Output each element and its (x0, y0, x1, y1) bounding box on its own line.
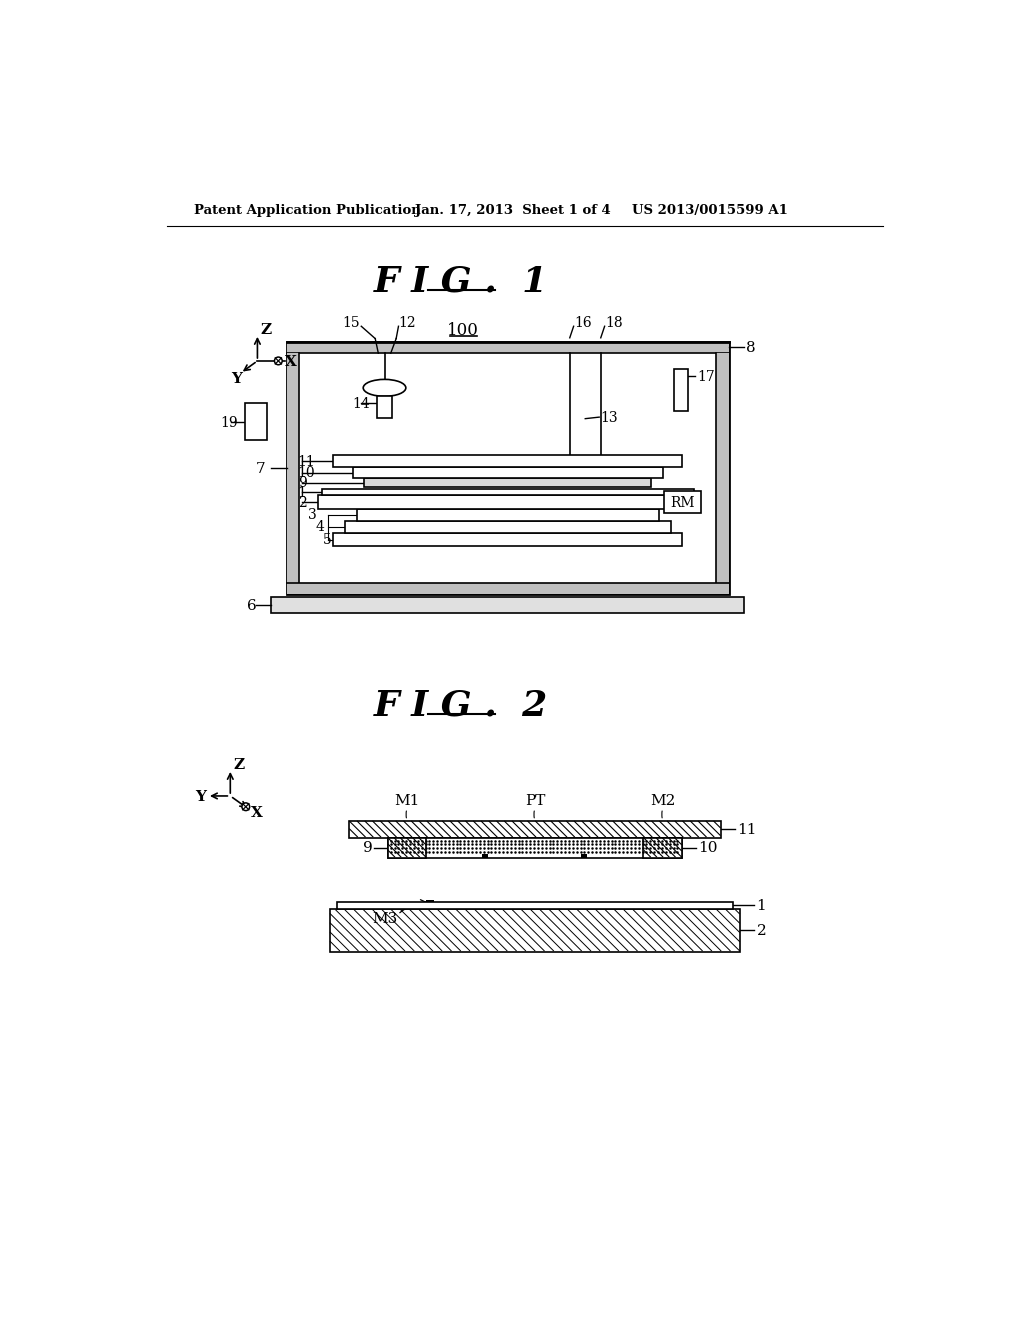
Bar (245, 404, 266, 441)
Text: 10: 10 (698, 841, 718, 855)
Text: 2: 2 (757, 924, 766, 937)
Text: 6: 6 (247, 599, 256, 612)
Bar (287, 354, 299, 594)
Bar (271, 597, 744, 614)
Bar (322, 488, 693, 495)
Text: Z: Z (233, 758, 245, 772)
Bar (674, 368, 687, 411)
Bar (345, 521, 671, 533)
Bar (317, 495, 697, 508)
Text: 5: 5 (324, 532, 332, 546)
Bar (664, 491, 700, 512)
Text: 1: 1 (298, 486, 306, 499)
Text: 14: 14 (352, 397, 370, 411)
Bar (287, 342, 729, 594)
Bar (388, 837, 426, 858)
Bar (365, 478, 651, 487)
Bar (377, 396, 392, 418)
Text: 16: 16 (574, 317, 592, 330)
Text: 17: 17 (697, 370, 715, 384)
Circle shape (242, 803, 250, 810)
Bar (388, 837, 682, 858)
Text: 9: 9 (362, 841, 373, 855)
Bar (330, 909, 740, 952)
Text: Y: Y (231, 372, 242, 387)
Text: 18: 18 (605, 317, 623, 330)
Text: PT: PT (524, 795, 545, 808)
Text: F I G .  2: F I G . 2 (374, 688, 549, 722)
Text: 100: 100 (446, 322, 479, 339)
Text: 10: 10 (297, 466, 314, 480)
Bar (334, 533, 682, 545)
Bar (716, 354, 729, 594)
Text: 15: 15 (342, 317, 359, 330)
Bar (287, 583, 729, 594)
Bar (426, 900, 434, 903)
Text: 11: 11 (737, 822, 757, 837)
Text: RM: RM (670, 495, 694, 510)
Text: M3: M3 (372, 912, 397, 927)
Text: 7: 7 (256, 462, 265, 475)
Bar (287, 342, 729, 354)
Ellipse shape (364, 379, 406, 396)
Text: Y: Y (195, 789, 206, 804)
Text: X: X (251, 807, 262, 820)
Text: F I G .  1: F I G . 1 (374, 264, 549, 298)
Text: 1: 1 (757, 899, 766, 913)
Text: M2: M2 (650, 795, 676, 808)
Bar (349, 821, 721, 838)
Bar (643, 837, 682, 858)
Text: 8: 8 (746, 341, 756, 355)
Text: 2: 2 (298, 495, 306, 510)
Text: 13: 13 (601, 411, 618, 425)
Text: 3: 3 (308, 508, 316, 521)
Bar (337, 903, 732, 909)
Text: 4: 4 (315, 520, 325, 535)
Text: 9: 9 (298, 477, 306, 490)
Text: 19: 19 (220, 416, 238, 429)
Bar (482, 854, 488, 858)
Bar (334, 455, 682, 467)
Circle shape (274, 358, 283, 364)
Text: 12: 12 (398, 317, 416, 330)
Text: Z: Z (260, 323, 271, 337)
Bar (581, 854, 587, 858)
Text: Patent Application Publication: Patent Application Publication (194, 205, 421, 218)
Text: Jan. 17, 2013  Sheet 1 of 4: Jan. 17, 2013 Sheet 1 of 4 (415, 205, 610, 218)
Text: US 2013/0015599 A1: US 2013/0015599 A1 (632, 205, 787, 218)
Bar (356, 508, 658, 521)
Text: X: X (285, 355, 296, 370)
Text: 11: 11 (297, 455, 314, 469)
Bar (352, 467, 663, 478)
Text: M1: M1 (394, 795, 420, 808)
